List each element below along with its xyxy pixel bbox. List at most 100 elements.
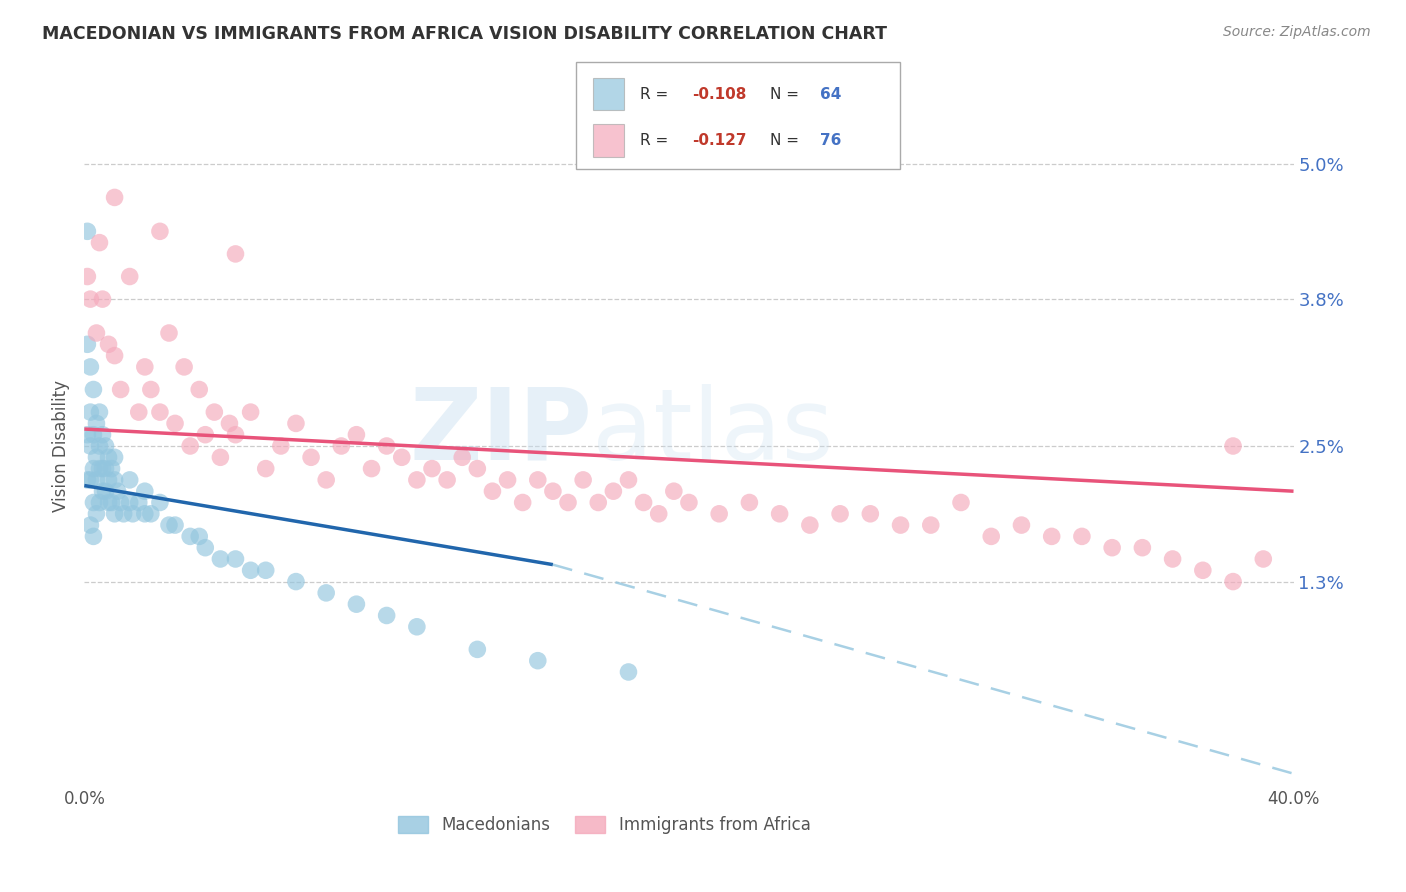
Point [91, 461, 114, 475]
Point [1071, 529, 1094, 543]
Point [100, 495, 122, 509]
Point [97, 337, 120, 351]
Point [1161, 552, 1184, 566]
Point [110, 495, 132, 509]
Point [209, 552, 232, 566]
Point [648, 507, 671, 521]
Point [128, 405, 150, 419]
Legend: Macedonians, Immigrants from Africa: Macedonians, Immigrants from Africa [391, 810, 817, 841]
Point [82, 529, 104, 543]
Point [134, 359, 156, 374]
Point [285, 417, 308, 431]
Point [830, 507, 852, 521]
Point [157, 518, 180, 533]
Point [139, 383, 162, 397]
Point [1253, 552, 1275, 566]
Point [572, 473, 595, 487]
Point [188, 383, 211, 397]
Point [1101, 541, 1123, 555]
Point [346, 427, 368, 442]
Point [97, 450, 120, 465]
Point [76, 269, 98, 284]
Point [86, 417, 108, 431]
Point [79, 359, 101, 374]
Point [330, 439, 353, 453]
Point [104, 507, 127, 521]
Point [79, 405, 101, 419]
Point [709, 507, 731, 521]
Point [738, 495, 761, 509]
Point [633, 495, 655, 509]
Point [82, 427, 104, 442]
Point [188, 529, 211, 543]
Point [97, 473, 120, 487]
Point [118, 473, 141, 487]
Point [94, 484, 117, 499]
Point [285, 574, 308, 589]
Point [481, 484, 503, 499]
Point [86, 507, 108, 521]
Point [104, 450, 127, 465]
Point [270, 439, 292, 453]
Point [165, 518, 187, 533]
Point [89, 461, 111, 475]
Point [134, 507, 156, 521]
Point [588, 495, 610, 509]
Point [602, 484, 624, 499]
Point [89, 439, 111, 453]
Point [76, 224, 98, 238]
Point [375, 608, 398, 623]
Point [678, 495, 700, 509]
Text: R =: R = [640, 87, 673, 102]
Point [225, 247, 247, 261]
Point [179, 439, 201, 453]
Point [1222, 574, 1244, 589]
Point [218, 417, 240, 431]
Point [617, 473, 640, 487]
Point [104, 349, 127, 363]
Point [890, 518, 912, 533]
Point [980, 529, 1002, 543]
Point [346, 597, 368, 611]
Point [420, 461, 443, 475]
Point [76, 473, 98, 487]
Point [128, 495, 150, 509]
Point [1130, 541, 1153, 555]
Point [139, 507, 162, 521]
Text: 64: 64 [820, 87, 841, 102]
Point [406, 620, 429, 634]
Point [360, 461, 382, 475]
Point [94, 461, 117, 475]
Point [254, 461, 277, 475]
Point [91, 484, 114, 499]
Point [209, 450, 232, 465]
Point [225, 427, 247, 442]
Point [179, 529, 201, 543]
Text: -0.108: -0.108 [692, 87, 747, 102]
Point [89, 405, 111, 419]
Text: N =: N = [770, 133, 804, 148]
Point [1192, 563, 1215, 577]
Point [391, 450, 413, 465]
Text: Source: ZipAtlas.com: Source: ZipAtlas.com [1223, 25, 1371, 39]
Point [557, 495, 579, 509]
Point [527, 473, 550, 487]
Point [110, 383, 132, 397]
Point [436, 473, 458, 487]
Point [859, 507, 882, 521]
Point [91, 292, 114, 306]
Point [86, 450, 108, 465]
Text: atlas: atlas [592, 384, 834, 481]
Point [89, 495, 111, 509]
Point [86, 326, 108, 340]
Point [920, 518, 942, 533]
Point [406, 473, 429, 487]
Point [173, 359, 195, 374]
Point [149, 405, 172, 419]
Point [79, 439, 101, 453]
Point [76, 337, 98, 351]
Point [194, 427, 217, 442]
Point [541, 484, 564, 499]
Point [375, 439, 398, 453]
Point [107, 484, 129, 499]
